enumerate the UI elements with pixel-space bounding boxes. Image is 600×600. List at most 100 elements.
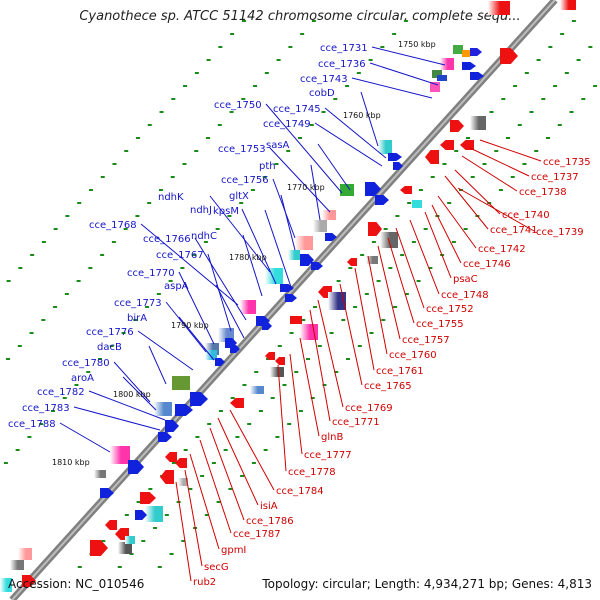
gene-label-left: sasA — [266, 140, 290, 151]
connector-line — [431, 204, 462, 264]
gene-label-right: cce_1765 — [364, 381, 412, 392]
gene-label-left: cce_1756 — [221, 175, 269, 186]
tick-dot — [200, 475, 205, 477]
gene-label-left: cce_1770 — [127, 268, 175, 279]
tick-dot — [194, 72, 199, 74]
tick-dot — [368, 59, 373, 61]
gene-arrow — [393, 162, 403, 170]
tick-dot — [310, 397, 315, 399]
connector-line — [299, 337, 320, 437]
connector-line — [137, 330, 194, 371]
tick-dot — [183, 449, 188, 451]
kbp-tick-label: 1810 kbp — [52, 458, 90, 467]
chromosome-backbone — [9, 0, 558, 600]
summary-text: Topology: circular; Length: 4,934,271 bp… — [262, 577, 592, 591]
connector-line — [461, 155, 518, 192]
tick-dot — [147, 202, 152, 204]
connector-line — [317, 299, 344, 408]
gene-arrow — [400, 186, 412, 194]
gene-arrow — [368, 222, 382, 236]
gene-arrow — [425, 150, 439, 164]
connector-line — [310, 164, 321, 221]
gene-label-right: cce_1760 — [389, 350, 437, 361]
gene-features — [0, 0, 576, 592]
gene-label-right: cce_1742 — [478, 244, 526, 255]
tick-dot — [27, 436, 32, 438]
tick-dot — [345, 85, 350, 87]
tick-dot — [282, 384, 287, 386]
tick-dot — [133, 319, 138, 321]
gene-label-right: cce_1778 — [288, 467, 336, 478]
connector-line — [184, 469, 203, 567]
tick-dot — [164, 514, 169, 516]
tick-dot — [334, 371, 339, 373]
tick-dot — [463, 228, 468, 230]
tick-dot — [309, 124, 314, 126]
tick-dot — [301, 319, 306, 321]
gene-box — [462, 50, 470, 57]
tick-dot — [50, 410, 55, 412]
connector-line — [73, 406, 161, 431]
tick-dot — [136, 137, 141, 139]
tick-dot — [517, 124, 522, 126]
tick-dot — [218, 46, 223, 48]
gene-label-right: cce_1757 — [402, 335, 450, 346]
connector-line — [229, 409, 275, 491]
gene-arrow — [462, 62, 476, 70]
tick-dot — [333, 98, 338, 100]
tick-dot — [180, 267, 185, 269]
connector-line — [122, 376, 157, 411]
gene-box — [313, 220, 327, 232]
connector-line — [242, 234, 263, 297]
gene-box — [118, 542, 132, 554]
tick-dot — [588, 46, 593, 48]
tick-dot — [346, 358, 351, 360]
gene-box — [125, 536, 135, 544]
tick-dot — [136, 501, 141, 503]
tick-dot — [313, 306, 318, 308]
gene-labels: cce_1731 cce_1736 cce_1743 cobD cce_1745 cce_… — [8, 43, 591, 588]
gene-arrow — [347, 258, 357, 266]
connector-line — [215, 284, 245, 339]
gene-arrow — [311, 262, 323, 270]
gene-label-right: cce_1771 — [332, 417, 380, 428]
connector-line — [424, 211, 452, 279]
tick-dot — [6, 358, 11, 360]
gene-arrow — [470, 72, 484, 80]
tick-dot — [241, 20, 246, 22]
gene-label-left: birA — [127, 313, 147, 324]
connector-line — [140, 223, 239, 306]
tick-dot — [546, 137, 551, 139]
gene-label-left: kpsM — [213, 206, 239, 217]
tick-dot — [203, 241, 208, 243]
tick-dot — [482, 163, 487, 165]
tick-dot — [501, 98, 506, 100]
gene-box — [265, 268, 283, 284]
tick-dot — [411, 241, 416, 243]
tick-dot — [571, 20, 576, 22]
connector-line — [209, 195, 271, 273]
gene-label-right: cce_1741 — [490, 225, 538, 236]
tick-dot — [381, 319, 386, 321]
gene-box — [270, 367, 284, 377]
connector-line — [199, 439, 232, 534]
tick-dot — [376, 280, 381, 282]
backbone-highlight — [11, 0, 556, 600]
tick-dot — [264, 72, 269, 74]
gene-label-left: cce_1783 — [22, 403, 70, 414]
tick-dot — [263, 449, 268, 451]
tick-dot — [17, 345, 22, 347]
tick-dot — [141, 540, 146, 542]
tick-dot — [241, 98, 246, 100]
connector-line — [113, 361, 151, 403]
connector-line — [265, 103, 343, 194]
tick-dot — [216, 501, 221, 503]
gene-label-left: cce_1788 — [8, 419, 56, 430]
kbp-ticks: 1750 kbp 1760 kbp 1770 kbp 1780 kbp 1790 kbp… — [52, 40, 436, 467]
tick-dot — [117, 566, 122, 568]
tick-dot — [88, 267, 93, 269]
gene-arrow — [22, 575, 36, 587]
tick-dot — [242, 384, 247, 386]
gene-arrow — [175, 458, 187, 468]
